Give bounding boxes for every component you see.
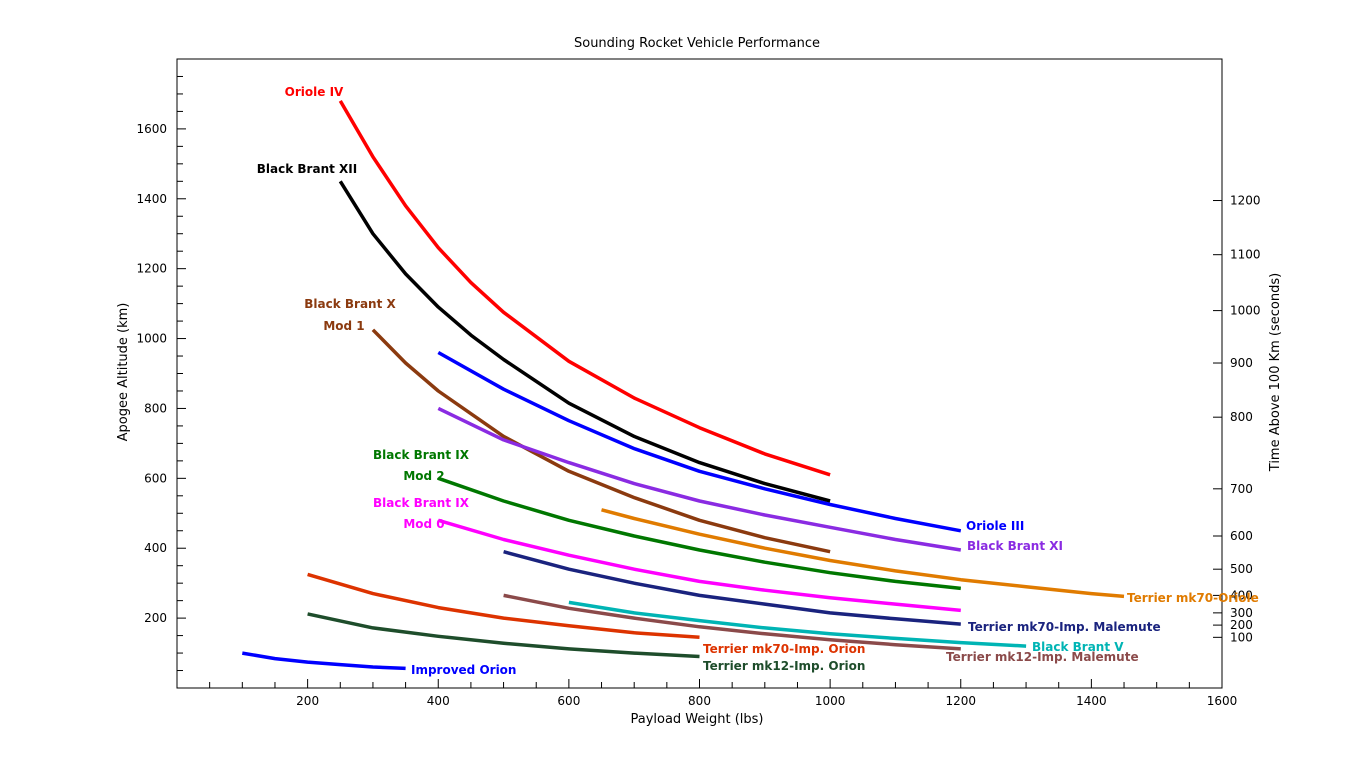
series-label-3: Oriole III: [966, 519, 1024, 533]
series-line-3: [437, 350, 962, 533]
series-label-0: Oriole IV: [285, 85, 344, 99]
x-tick-label: 1200: [945, 694, 976, 708]
y-tick-label: 400: [144, 541, 167, 555]
series-label-10: Terrier mk12-Imp. Malemute: [946, 650, 1139, 664]
y2-tick-label: 1100: [1230, 248, 1261, 262]
series-line-0: [338, 100, 831, 477]
y2-tick-label: 600: [1230, 529, 1253, 543]
y2-tick-label: 1200: [1230, 194, 1261, 208]
series-label-4: Black Brant XI: [967, 539, 1063, 553]
y2-axis-label: Time Above 100 Km (seconds): [1268, 273, 1283, 472]
y2-tick-label: 700: [1230, 482, 1253, 496]
series-line-7: [437, 518, 961, 613]
x-tick-label: 1400: [1076, 694, 1107, 708]
series-line-4: [437, 406, 962, 552]
x-axis-label: Payload Weight (lbs): [630, 712, 763, 727]
y-tick-label: 1200: [136, 262, 167, 276]
series-label-13: Improved Orion: [411, 663, 516, 677]
series-label-5: Black Brant IX: [373, 448, 470, 462]
series-label-8: Terrier mk70-Imp. Malemute: [968, 620, 1161, 634]
series-label-2: Mod 1: [323, 319, 364, 333]
x-tick-label: 1000: [815, 694, 846, 708]
series-label-5: Mod 2: [403, 469, 444, 483]
series-line-10: [503, 593, 961, 651]
series-line-5: [437, 476, 961, 591]
axes: 200 400 600 800 1000 1200 1400 1600 200 400 600 800…: [136, 58, 1261, 708]
y-tick-label: 1600: [136, 122, 167, 136]
series-line-11: [307, 572, 700, 640]
y2-tick-label: 100: [1230, 630, 1253, 644]
y-tick-label: 600: [144, 471, 167, 485]
series-labels: Oriole IV Black Brant XII Black Brant X Mod…: [257, 85, 1259, 677]
series-line-9: [568, 600, 1027, 648]
y2-tick-label: 1000: [1230, 304, 1261, 318]
series-line-8: [503, 550, 961, 626]
y2-tick-label: 300: [1230, 606, 1253, 620]
y2-tick-label: 800: [1230, 410, 1253, 424]
x-tick-label: 200: [296, 694, 319, 708]
x-tick-label: 1600: [1207, 694, 1238, 708]
y2-tick-label: 200: [1230, 618, 1253, 632]
series-label-1: Black Brant XII: [257, 162, 357, 176]
chart-title: Sounding Rocket Vehicle Performance: [574, 36, 820, 51]
series-line-13: [242, 651, 406, 671]
x-tick-label: 400: [427, 694, 450, 708]
y2-tick-label: 400: [1230, 588, 1253, 602]
series-label-7: Mod 0: [403, 517, 444, 531]
y-tick-label: 800: [144, 401, 167, 415]
x-tick-label: 800: [688, 694, 711, 708]
series-line-12: [307, 612, 700, 659]
series-label-7: Black Brant IX: [373, 496, 470, 510]
series-label-2: Black Brant X: [304, 297, 396, 311]
series-label-11: Terrier mk70-Imp. Orion: [703, 642, 865, 656]
series-lines: [242, 100, 1125, 671]
x-tick-label: 600: [557, 694, 580, 708]
series-label-9: Black Brant V: [1032, 640, 1124, 654]
y2-tick-label: 500: [1230, 562, 1253, 576]
series-label-12: Terrier mk12-Imp. Orion: [703, 659, 865, 673]
y2-tick-label: 900: [1230, 356, 1253, 370]
y-tick-label: 200: [144, 611, 167, 625]
y-tick-label: 1400: [136, 192, 167, 206]
series-label-6: Terrier mk70-Oriole: [1127, 591, 1259, 605]
series-line-2: [371, 328, 831, 554]
series-line-6: [601, 508, 1125, 599]
y-axis-label: Apogee Altitude (km): [116, 303, 131, 442]
series-line-1: [338, 180, 831, 503]
y-tick-label: 1000: [136, 332, 167, 346]
